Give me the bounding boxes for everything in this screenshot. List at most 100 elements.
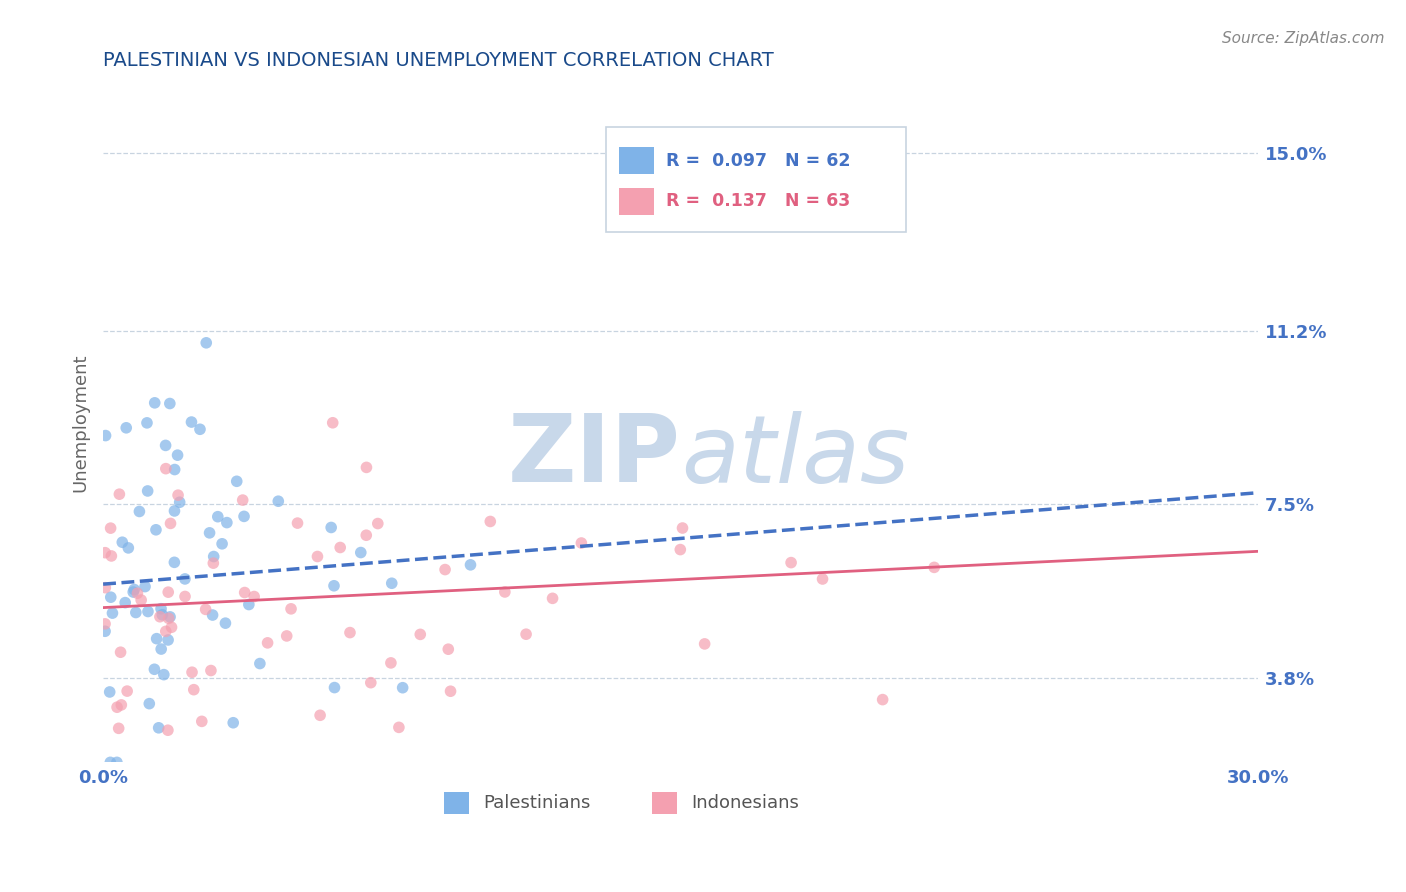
Point [125, 606, 148, 620]
Point [322, 416, 344, 430]
FancyBboxPatch shape [652, 792, 678, 814]
Point [233, 585, 256, 599]
Point [671, 521, 693, 535]
Point [155, 438, 177, 452]
Point [238, 598, 260, 612]
Point [138, 697, 160, 711]
Point [100, 549, 122, 563]
Point [136, 605, 159, 619]
Point [280, 602, 302, 616]
Point [329, 541, 352, 555]
Point [515, 627, 537, 641]
Point [150, 642, 173, 657]
Point [174, 590, 197, 604]
Point [115, 684, 138, 698]
Point [155, 624, 177, 639]
Point [323, 579, 346, 593]
Text: R =  0.097   N = 62: R = 0.097 N = 62 [665, 152, 851, 169]
Point [143, 396, 166, 410]
Point [129, 593, 152, 607]
Point [122, 585, 145, 599]
Point [367, 516, 389, 531]
Point [569, 536, 592, 550]
Point [94, 581, 117, 595]
Point [356, 460, 378, 475]
Point [669, 542, 692, 557]
Point [94, 428, 117, 442]
Point [136, 483, 159, 498]
Point [160, 620, 183, 634]
Point [101, 606, 124, 620]
Point [105, 700, 128, 714]
Point [188, 422, 211, 436]
Point [460, 558, 482, 572]
Point [180, 415, 202, 429]
Point [191, 714, 214, 729]
Point [156, 723, 179, 738]
Point [100, 521, 122, 535]
Text: Source: ZipAtlas.com: Source: ZipAtlas.com [1222, 31, 1385, 46]
Point [181, 665, 204, 680]
Point [922, 560, 945, 574]
FancyBboxPatch shape [606, 127, 905, 232]
Point [148, 721, 170, 735]
Point [391, 681, 413, 695]
Point [94, 546, 117, 560]
Point [198, 525, 221, 540]
FancyBboxPatch shape [620, 147, 654, 174]
Point [159, 610, 181, 624]
Point [107, 722, 129, 736]
Point [122, 582, 145, 597]
Point [202, 549, 225, 564]
Point [232, 493, 254, 508]
Point [155, 461, 177, 475]
Point [150, 601, 173, 615]
Point [233, 509, 256, 524]
Point [114, 596, 136, 610]
Point [174, 572, 197, 586]
Point [145, 632, 167, 646]
Point [194, 602, 217, 616]
Point [159, 516, 181, 531]
Point [811, 572, 834, 586]
Point [163, 555, 186, 569]
Point [541, 591, 564, 606]
Point [157, 585, 180, 599]
Point [380, 656, 402, 670]
Text: Palestinians: Palestinians [484, 794, 591, 812]
Point [276, 629, 298, 643]
Point [145, 523, 167, 537]
Point [350, 545, 373, 559]
Text: Indonesians: Indonesians [692, 794, 799, 812]
Point [201, 608, 224, 623]
Point [167, 488, 190, 502]
Point [434, 563, 457, 577]
Point [207, 509, 229, 524]
Point [388, 720, 411, 734]
Point [157, 632, 180, 647]
Point [214, 616, 236, 631]
Point [339, 625, 361, 640]
Point [128, 504, 150, 518]
Point [110, 698, 132, 712]
Point [439, 684, 461, 698]
Point [249, 657, 271, 671]
Point [100, 591, 122, 605]
Text: R =  0.137   N = 63: R = 0.137 N = 63 [665, 193, 851, 211]
Point [360, 675, 382, 690]
Point [108, 487, 131, 501]
Point [136, 416, 159, 430]
Point [163, 462, 186, 476]
Point [267, 494, 290, 508]
Point [157, 611, 180, 625]
Point [166, 448, 188, 462]
Point [117, 541, 139, 555]
Point [307, 549, 329, 564]
Point [872, 692, 894, 706]
Point [169, 495, 191, 509]
Point [381, 576, 404, 591]
Point [163, 504, 186, 518]
Point [143, 662, 166, 676]
Point [98, 756, 121, 770]
Point [256, 636, 278, 650]
